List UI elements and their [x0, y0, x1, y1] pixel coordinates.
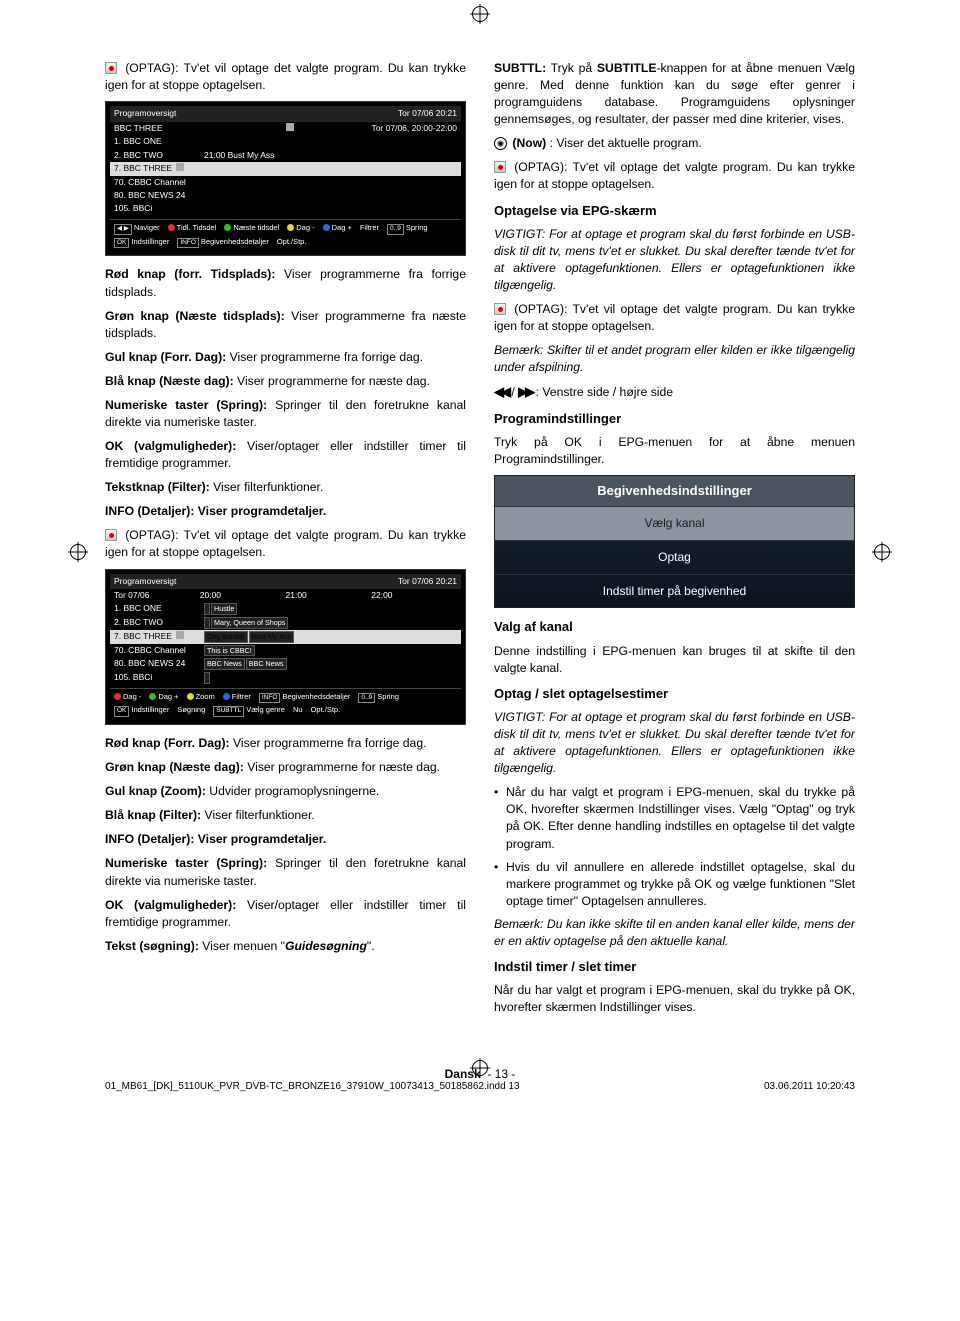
epg-grid-row: 7. BBC THREEDog BorstalBust My Ass: [110, 630, 461, 644]
now-line: ✺ (Now) : Viser det aktuelle program.: [494, 135, 855, 152]
instruction-line: Grøn knap (Næste tidsplads): Viser progr…: [105, 308, 466, 342]
right-column: SUBTTL: Tryk på SUBTITLE-knappen for at …: [494, 60, 855, 1023]
heading-set-delete-timer: Indstil timer / slet timer: [494, 958, 855, 976]
program-settings-intro: Tryk på OK i EPG-menuen for at åbne menu…: [494, 434, 855, 468]
record-icon: [105, 62, 117, 74]
epg-titlebar: Programoversigt Tor 07/06 20:21: [110, 574, 461, 589]
bullet-list: Når du har valgt et program i EPG-menuen…: [494, 784, 855, 910]
channel-select-text: Denne indstilling i EPG-menuen kan bruge…: [494, 643, 855, 677]
registration-mark-left: [70, 544, 86, 560]
indd-filename: 01_MB61_[DK]_5110UK_PVR_DVB-TC_BRONZE16_…: [105, 1081, 520, 1092]
bullet-item: Hvis du vil annullere en allerede indsti…: [506, 859, 855, 910]
epg-list-screenshot: Programoversigt Tor 07/06 20:21 BBC THRE…: [105, 101, 466, 256]
rec-note-r2: (OPTAG): Tv'et vil optage det valgte pro…: [494, 301, 855, 335]
subttl-para: SUBTTL: Tryk på SUBTITLE-knappen for at …: [494, 60, 855, 128]
registration-mark-top: [472, 6, 488, 22]
important-1: VIGTIGT: For at optage et program skal d…: [494, 226, 855, 294]
instruction-line: Blå knap (Filter): Viser filterfunktione…: [105, 807, 466, 824]
event-settings-menu: Begivenhedsindstillinger Vælg kanal Opta…: [494, 475, 855, 609]
epg-title: Programoversigt: [114, 576, 176, 587]
indd-footer: 01_MB61_[DK]_5110UK_PVR_DVB-TC_BRONZE16_…: [0, 1081, 960, 1104]
rec-note-1: (OPTAG): Tv'et vil optage det valgte pro…: [105, 60, 466, 94]
instruction-line: Gul knap (Zoom): Udvider programoplysnin…: [105, 783, 466, 800]
page-body: (OPTAG): Tv'et vil optage det valgte pro…: [0, 0, 960, 1063]
instruction-line: OK (valgmuligheder): Viser/optager eller…: [105, 438, 466, 472]
epg-grid-row: 80. BBC NEWS 24BBC NewsBBC News: [110, 657, 461, 671]
epg-time-col: 21:00: [286, 590, 372, 601]
epg-channel-header: BBC THREE: [114, 123, 204, 134]
rec-note-r1: (OPTAG): Tv'et vil optage det valgte pro…: [494, 159, 855, 193]
heading-channel-select: Valg af kanal: [494, 618, 855, 636]
instruction-line: Numeriske taster (Spring): Springer til …: [105, 397, 466, 431]
record-icon: [494, 303, 506, 315]
epg-channel-row: 105. BBCi: [110, 202, 461, 215]
instruction-line: Tekst (søgning): Viser menuen "Guidesøgn…: [105, 938, 466, 955]
menu-item-select-channel: Vælg kanal: [495, 506, 854, 540]
epg-header-row: BBC THREE Tor 07/06, 20:00-22:00: [110, 122, 461, 135]
heading-record-delete-timer: Optag / slet optagelsestimer: [494, 685, 855, 703]
instruction-line: Blå knap (Næste dag): Viser programmerne…: [105, 373, 466, 390]
instruction-line: Rød knap (Forr. Dag): Viser programmerne…: [105, 735, 466, 752]
epg-channel-row: 1. BBC ONE: [110, 135, 461, 148]
instruction-line: INFO (Detaljer): Viser programdetaljer.: [105, 831, 466, 848]
now-icon: ✺: [494, 137, 507, 150]
epg-grid-header: Tor 07/06 20:00 21:00 22:00: [110, 589, 461, 602]
instruction-line: INFO (Detaljer): Viser programdetaljer.: [105, 503, 466, 520]
note-no-switch: Bemærk: Du kan ikke skifte til en anden …: [494, 916, 855, 950]
instruction-line: Rød knap (forr. Tidsplads): Viser progra…: [105, 266, 466, 300]
instruction-line: Gul knap (Forr. Dag): Viser programmerne…: [105, 349, 466, 366]
rewind-icon: ◀◀: [494, 384, 508, 399]
left-column: (OPTAG): Tv'et vil optage det valgte pro…: [105, 60, 466, 1023]
instruction-line: OK (valgmuligheder): Viser/optager eller…: [105, 897, 466, 931]
epg-timespan: Tor 07/06, 20:00-22:00: [371, 123, 457, 134]
epg-grid-date: Tor 07/06: [114, 590, 200, 601]
epg-bottombar: ◀ ▶NavigerTidl. TidsdelNæste tidsdelDag …: [110, 219, 461, 252]
heading-program-settings: Programindstillinger: [494, 410, 855, 428]
rec-note-2: (OPTAG): Tv'et vil optage det valgte pro…: [105, 527, 466, 561]
menu-item-set-timer: Indstil timer på begivenhed: [495, 574, 854, 608]
epg-grid-screenshot: Programoversigt Tor 07/06 20:21 Tor 07/0…: [105, 569, 466, 726]
epg-datetime: Tor 07/06 20:21: [398, 108, 457, 119]
epg-titlebar: Programoversigt Tor 07/06 20:21: [110, 106, 461, 121]
event-menu-title: Begivenhedsindstillinger: [495, 476, 854, 506]
epg-channel-row: 2. BBC TWO21:00 Bust My Ass: [110, 149, 461, 162]
epg-channel-row: 80. BBC NEWS 24: [110, 189, 461, 202]
epg-channel-row: 7. BBC THREE: [110, 162, 461, 175]
set-timer-text: Når du har valgt et program i EPG-menuen…: [494, 982, 855, 1016]
menu-item-record: Optag: [495, 540, 854, 574]
instruction-line: Numeriske taster (Spring): Springer til …: [105, 855, 466, 889]
bullet-item: Når du har valgt et program i EPG-menuen…: [506, 784, 855, 852]
epg-grid-row: 2. BBC TWOMary, Queen of Shops: [110, 616, 461, 630]
epg-time-col: 22:00: [371, 590, 457, 601]
record-icon: [494, 161, 506, 173]
epg-title: Programoversigt: [114, 108, 176, 119]
heading-epg-recording: Optagelse via EPG-skærm: [494, 202, 855, 220]
epg-channel-row: 70. CBBC Channel: [110, 176, 461, 189]
record-icon: [105, 529, 117, 541]
epg-rec-indicator: [204, 123, 371, 134]
registration-mark-bottom: [472, 1060, 488, 1076]
epg-grid-row: 105. BBCi: [110, 671, 461, 684]
indd-timestamp: 03.06.2011 10:20:43: [764, 1081, 855, 1092]
registration-mark-right: [874, 544, 890, 560]
ffrev-line: ◀◀ / ▶▶ : Venstre side / højre side: [494, 383, 855, 401]
note-switch: Bemærk: Skifter til et andet program ell…: [494, 342, 855, 376]
forward-icon: ▶▶: [518, 384, 532, 399]
epg-bottombar: Dag -Dag +ZoomFiltrerINFOBegivenhedsdeta…: [110, 688, 461, 721]
epg-grid-row: 70. CBBC ChannelThis is CBBC!: [110, 644, 461, 658]
instruction-line: Tekstknap (Filter): Viser filterfunktion…: [105, 479, 466, 496]
epg-grid-row: 1. BBC ONEHustle: [110, 602, 461, 616]
epg-datetime: Tor 07/06 20:21: [398, 576, 457, 587]
important-2: VIGTIGT: For at optage et program skal d…: [494, 709, 855, 777]
epg-time-col: 20:00: [200, 590, 286, 601]
instruction-line: Grøn knap (Næste dag): Viser programmern…: [105, 759, 466, 776]
